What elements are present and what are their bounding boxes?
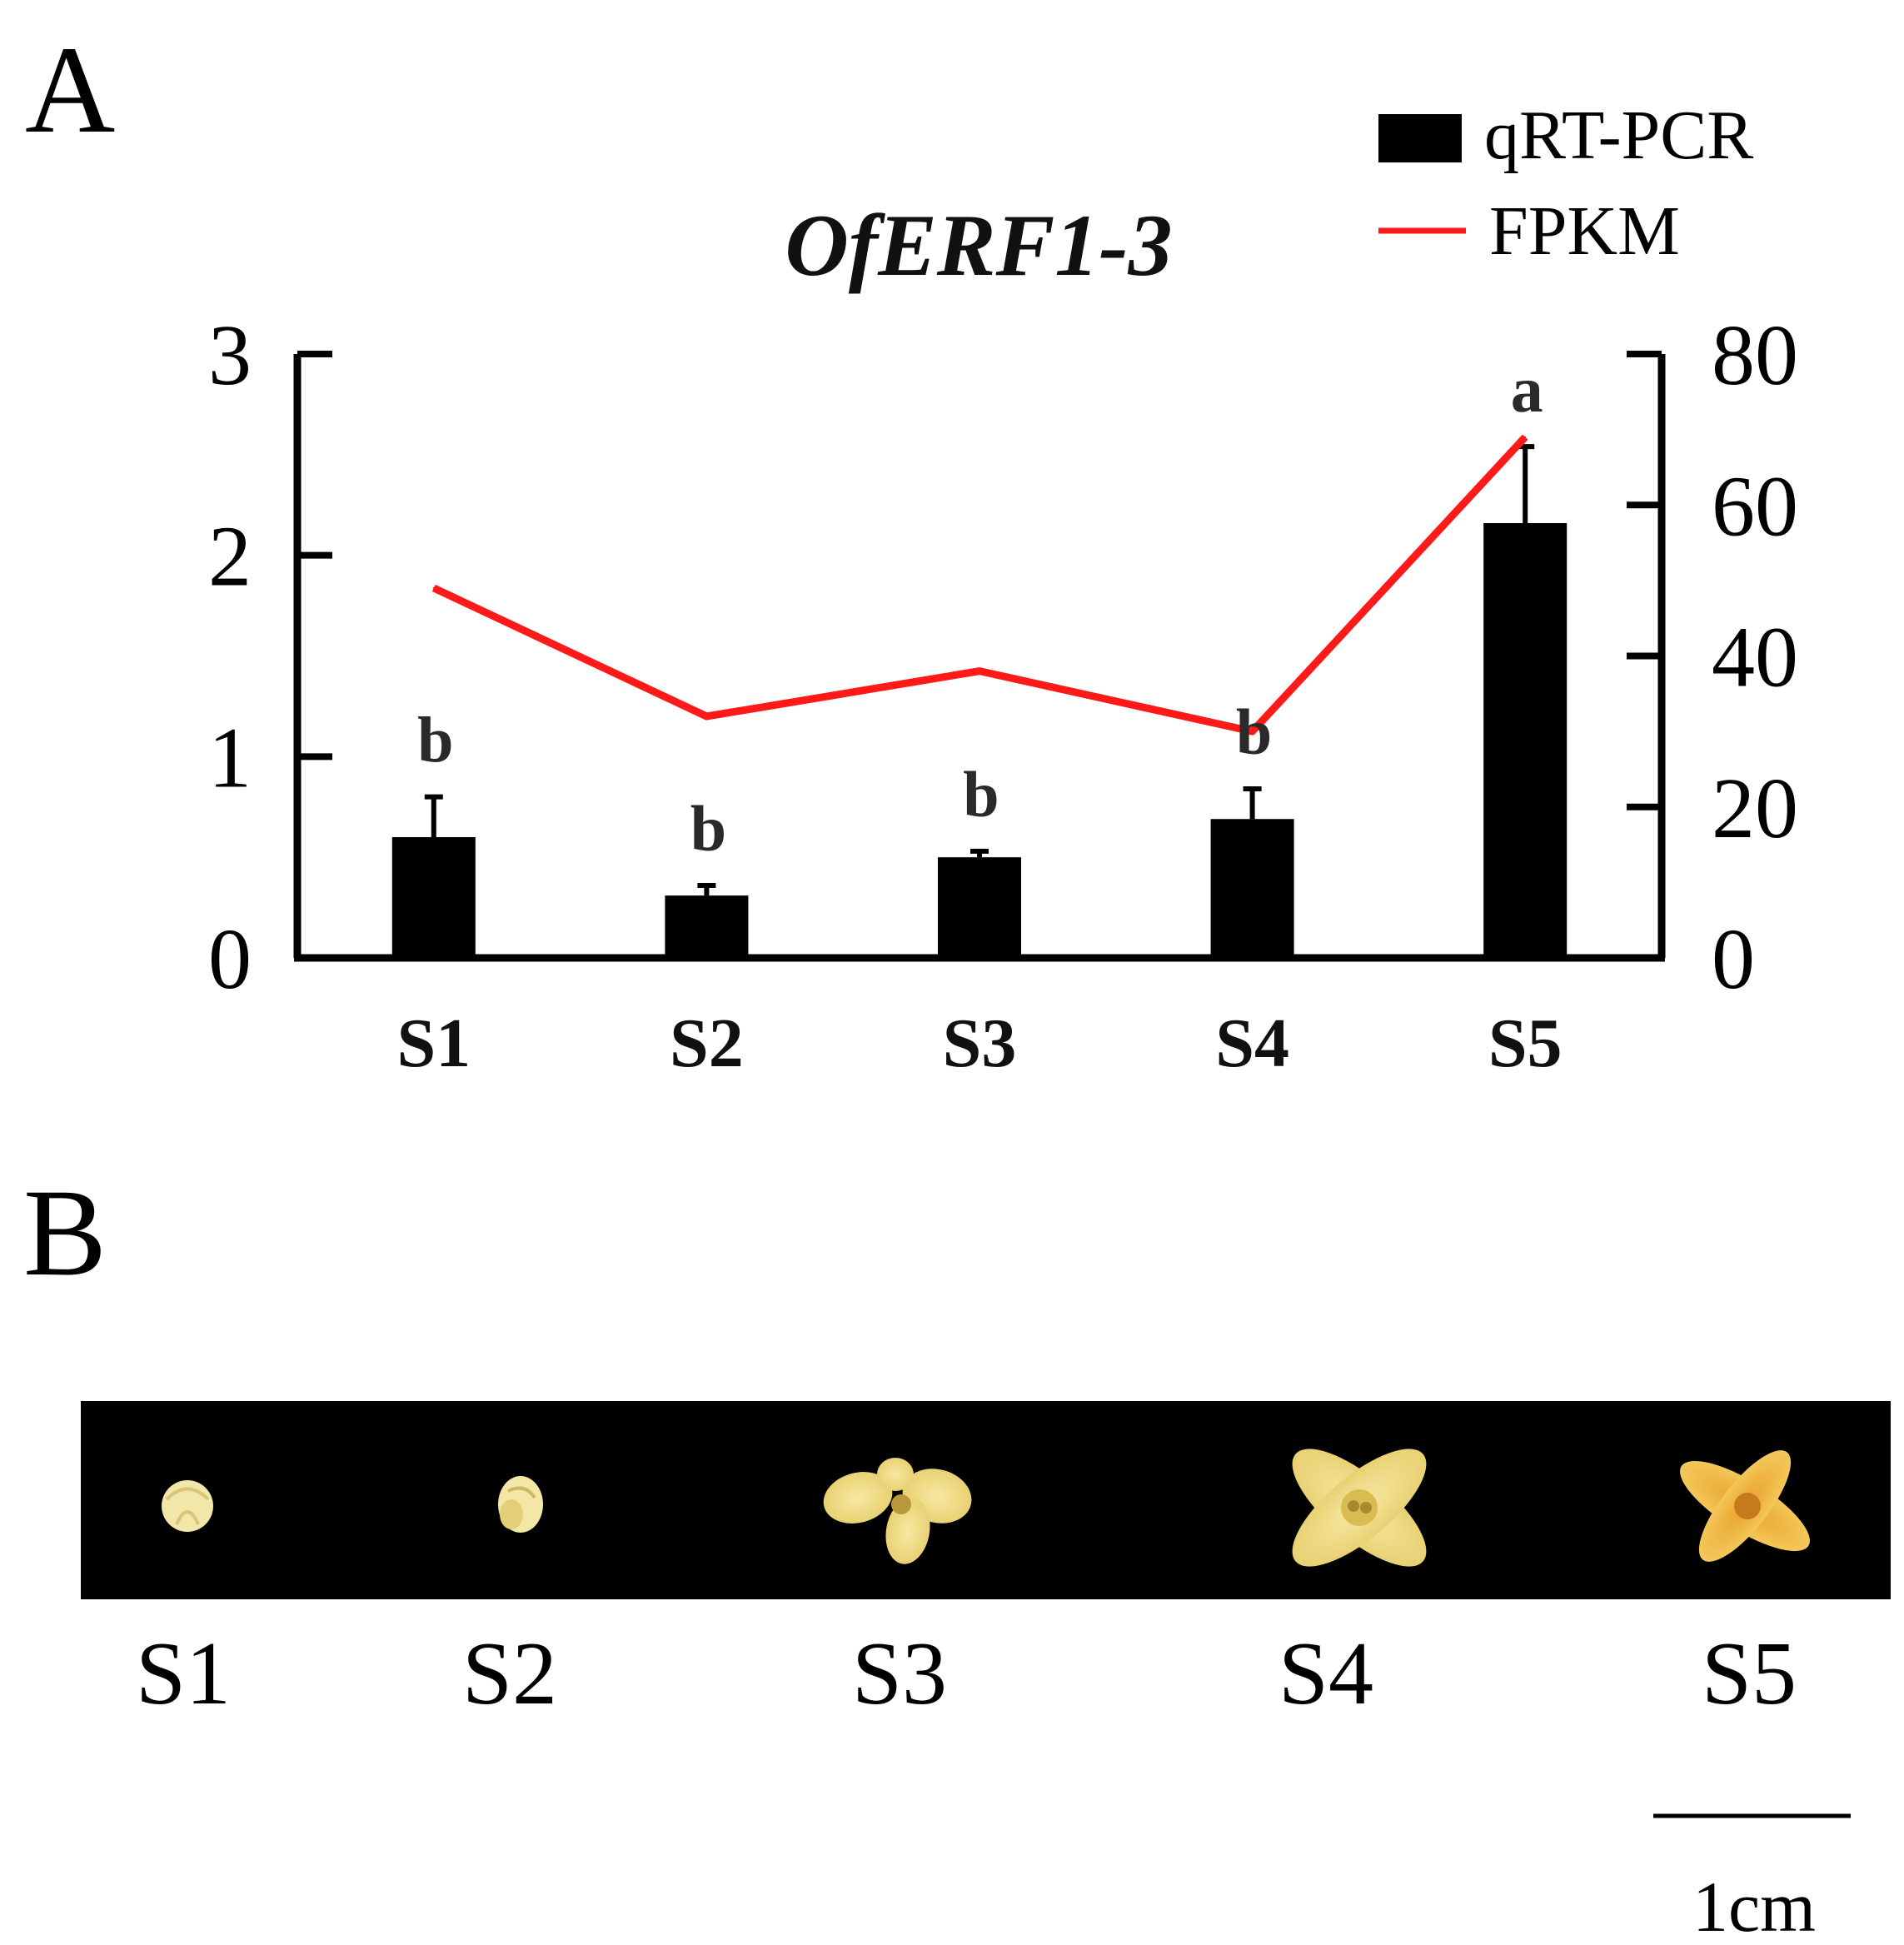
bar-s1 [391, 837, 476, 958]
bar-s3 [938, 857, 1021, 958]
legend-label-fpkm: FPKM [1489, 192, 1680, 270]
x-tick-label-s3: S3 [943, 1005, 1017, 1082]
y-left-tick-label-2: 2 [208, 509, 252, 605]
significance-label-s4: b [1236, 696, 1272, 768]
significance-labels: b b b b a [417, 353, 1543, 865]
photo-label-s5: S5 [1702, 1624, 1797, 1723]
significance-label-s2: b [690, 792, 726, 865]
x-tick-label-s1: S1 [396, 1005, 471, 1082]
bar-s2 [665, 895, 749, 958]
fpkm-line [431, 434, 1528, 736]
significance-label-s5: a [1511, 353, 1543, 426]
legend-swatch-qrt-pcr [1378, 114, 1462, 162]
y-right-tick-labels: 0 20 40 60 80 [1712, 307, 1798, 1007]
y-right-tick-label-80: 80 [1712, 307, 1798, 403]
flower-photo-s2 [498, 1476, 543, 1533]
y-left-tick-labels: 0 1 2 3 [208, 307, 252, 1007]
fpkm-point-s5 [1524, 436, 1527, 438]
plot-axes [293, 351, 1666, 962]
photo-label-s1: S1 [136, 1624, 231, 1723]
photo-label-s2: S2 [462, 1624, 557, 1723]
legend: qRT-PCR FPKM [1378, 97, 1753, 270]
significance-label-s1: b [417, 704, 453, 776]
x-tick-label-s5: S5 [1488, 1005, 1563, 1082]
photo-label-s3: S3 [852, 1624, 947, 1723]
significance-label-s3: b [963, 758, 999, 830]
bar-series-qrt-pcr [391, 523, 1568, 958]
bar-s5 [1483, 523, 1568, 958]
fpkm-point-s4 [1251, 731, 1254, 733]
flower-photo-s1 [162, 1480, 213, 1532]
y-right-tick-label-20: 20 [1712, 761, 1798, 856]
y-right-tick-label-0: 0 [1712, 911, 1755, 1007]
legend-label-qrt-pcr: qRT-PCR [1484, 97, 1753, 174]
photo-label-s4: S4 [1278, 1624, 1373, 1723]
y-left-tick-label-3: 3 [208, 307, 252, 403]
flower-photo-s5 [1680, 1450, 1810, 1562]
flower-photo-s4 [1292, 1449, 1427, 1567]
line-series-fpkm [431, 434, 1528, 736]
bar-s4 [1210, 819, 1294, 958]
panel-label-a: A [25, 21, 115, 159]
photo-strip-background [81, 1401, 1891, 1599]
fpkm-point-s3 [979, 670, 980, 672]
panel-label-b: B [23, 1164, 107, 1302]
fpkm-point-s2 [705, 716, 708, 717]
fpkm-point-s1 [432, 586, 435, 589]
y-right-tick-label-60: 60 [1712, 458, 1798, 554]
scale-bar-label: 1cm [1692, 1867, 1816, 1945]
flower-photo-s3 [823, 1458, 972, 1564]
x-tick-label-s4: S4 [1215, 1005, 1289, 1082]
x-tick-label-s2: S2 [670, 1005, 744, 1082]
x-tick-labels: S1 S2 S3 S4 S5 [396, 1005, 1562, 1082]
chart-title: OfERF1-3 [785, 197, 1172, 294]
y-left-tick-label-0: 0 [208, 911, 252, 1007]
y-right-tick-label-40: 40 [1712, 610, 1798, 706]
y-left-tick-label-1: 1 [208, 710, 252, 805]
